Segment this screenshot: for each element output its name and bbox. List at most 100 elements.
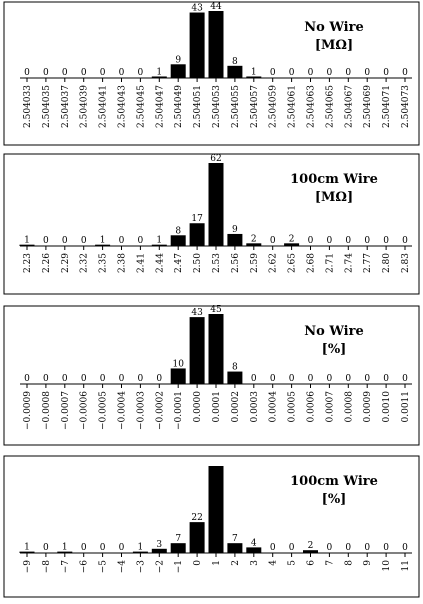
- data-label-15: 0: [289, 68, 295, 78]
- bar-9: [170, 543, 186, 553]
- data-label-4: 0: [81, 543, 87, 553]
- x-tick-label-16: 2.68: [307, 253, 317, 273]
- data-label-17: 0: [327, 543, 333, 553]
- bar-9: [170, 64, 186, 78]
- data-label-2: 0: [43, 236, 49, 246]
- data-label-11: 45: [210, 305, 222, 315]
- data-label-16: 0: [308, 236, 314, 246]
- x-tick-label-8: −0.0002: [155, 391, 165, 430]
- data-label-19: 0: [364, 236, 370, 246]
- data-label-8: 1: [156, 67, 162, 77]
- bar-13: [246, 243, 262, 246]
- x-tick-label-8: −2: [155, 560, 165, 573]
- chart-title: 100cm Wire: [290, 474, 378, 489]
- data-label-18: 0: [345, 543, 351, 553]
- x-tick-label-19: 0.0009: [363, 391, 373, 423]
- bar-7: [132, 551, 148, 553]
- bar-9: [170, 368, 186, 384]
- x-tick-label-18: 2.504067: [344, 85, 354, 128]
- data-label-6: 0: [119, 543, 125, 553]
- data-label-15: 0: [289, 374, 295, 384]
- chart-panel-2: 1 2.23 0 2.26 0 2.29 0 2.32 1 2.35 0 2.38 0 2.41 1 2.44…: [3, 153, 420, 295]
- x-tick-label-12: 0.0002: [231, 391, 241, 423]
- x-tick-label-5: 2.35: [99, 253, 109, 273]
- bar-12: [227, 543, 243, 553]
- x-tick-label-12: 2.56: [231, 253, 241, 273]
- data-label-13: 4: [251, 538, 257, 548]
- chart-subtitle: [%]: [322, 342, 347, 357]
- data-label-3: 1: [62, 543, 68, 553]
- x-tick-label-14: 2.504059: [269, 85, 279, 128]
- data-label-21: 0: [402, 543, 408, 553]
- data-label-13: 1: [251, 67, 257, 77]
- x-tick-label-20: 0.0010: [382, 391, 392, 423]
- x-tick-label-11: 2.504053: [212, 85, 222, 128]
- bar-11: [208, 11, 224, 78]
- bar-13: [246, 76, 262, 78]
- data-label-7: 0: [138, 374, 144, 384]
- x-tick-label-16: 0.0006: [307, 391, 317, 423]
- data-label-13: 0: [251, 374, 257, 384]
- data-label-18: 0: [345, 374, 351, 384]
- chart-subtitle: [%]: [322, 492, 347, 507]
- bar-12: [227, 233, 243, 246]
- chart-title: No Wire: [304, 324, 364, 339]
- x-tick-label-21: 0.0011: [401, 391, 411, 423]
- x-tick-label-13: 3: [250, 560, 260, 566]
- x-tick-label-20: 2.504071: [382, 85, 392, 128]
- data-label-12: 7: [232, 534, 238, 544]
- bar-9: [170, 235, 186, 246]
- x-tick-label-9: −0.0001: [174, 391, 184, 430]
- data-label-6: 0: [119, 68, 125, 78]
- data-label-14: 0: [270, 374, 276, 384]
- x-tick-label-18: 0.0008: [344, 391, 354, 423]
- bar-5: [95, 244, 111, 246]
- x-tick-label-20: 10: [382, 560, 392, 572]
- x-tick-label-15: 5: [288, 560, 298, 566]
- data-label-20: 0: [383, 68, 389, 78]
- data-label-1: 1: [24, 543, 30, 553]
- x-tick-label-9: −1: [174, 560, 184, 573]
- bar-12: [227, 65, 243, 78]
- x-tick-label-7: 2.504045: [136, 85, 146, 128]
- x-tick-label-2: 2.504035: [42, 85, 52, 128]
- data-label-18: 0: [345, 236, 351, 246]
- x-tick-label-19: 2.504069: [363, 85, 373, 128]
- data-label-3: 0: [62, 68, 68, 78]
- x-tick-label-18: 8: [344, 560, 354, 566]
- data-label-9: 10: [172, 359, 184, 369]
- x-tick-label-21: 2.83: [401, 253, 411, 273]
- data-label-14: 0: [270, 543, 276, 553]
- data-label-17: 0: [327, 374, 333, 384]
- x-tick-label-15: 2.65: [288, 253, 298, 273]
- data-label-14: 0: [270, 68, 276, 78]
- x-tick-label-11: 2.53: [212, 253, 222, 273]
- x-tick-label-3: −0.0007: [61, 391, 71, 430]
- data-label-10: 17: [191, 214, 203, 224]
- bar-11: [208, 314, 224, 384]
- data-label-2: 0: [43, 374, 49, 384]
- data-label-7: 0: [138, 236, 144, 246]
- x-tick-label-16: 6: [307, 560, 317, 566]
- data-label-12: 8: [232, 57, 238, 67]
- x-tick-label-5: −0.0005: [99, 391, 109, 430]
- data-label-19: 0: [364, 374, 370, 384]
- data-label-4: 0: [81, 68, 87, 78]
- x-tick-label-8: 2.504047: [155, 85, 165, 128]
- data-label-7: 0: [138, 68, 144, 78]
- x-tick-label-4: −6: [80, 560, 90, 574]
- data-label-2: 0: [43, 543, 49, 553]
- x-tick-label-5: 2.504041: [99, 85, 109, 128]
- bar-10: [189, 522, 205, 553]
- x-tick-label-12: 2.504055: [231, 85, 241, 128]
- data-label-6: 0: [119, 374, 125, 384]
- data-label-1: 0: [24, 68, 30, 78]
- data-label-2: 0: [43, 68, 49, 78]
- x-tick-label-7: −3: [136, 560, 146, 574]
- data-label-3: 0: [62, 236, 68, 246]
- x-tick-label-3: 2.504037: [61, 85, 71, 128]
- bar-12: [227, 371, 243, 384]
- data-label-9: 9: [175, 55, 181, 65]
- data-label-16: 0: [308, 68, 314, 78]
